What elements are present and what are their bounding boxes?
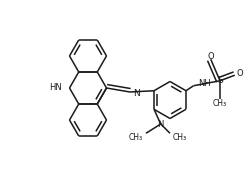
Text: N: N [133, 89, 140, 98]
Text: CH₃: CH₃ [129, 133, 143, 142]
Text: S: S [217, 76, 223, 85]
Text: CH₃: CH₃ [213, 99, 227, 108]
Text: O: O [236, 69, 243, 78]
Text: NH: NH [199, 79, 211, 88]
Text: N: N [158, 120, 164, 129]
Text: O: O [207, 52, 214, 61]
Text: CH₃: CH₃ [173, 133, 187, 142]
Text: HN: HN [49, 83, 61, 92]
